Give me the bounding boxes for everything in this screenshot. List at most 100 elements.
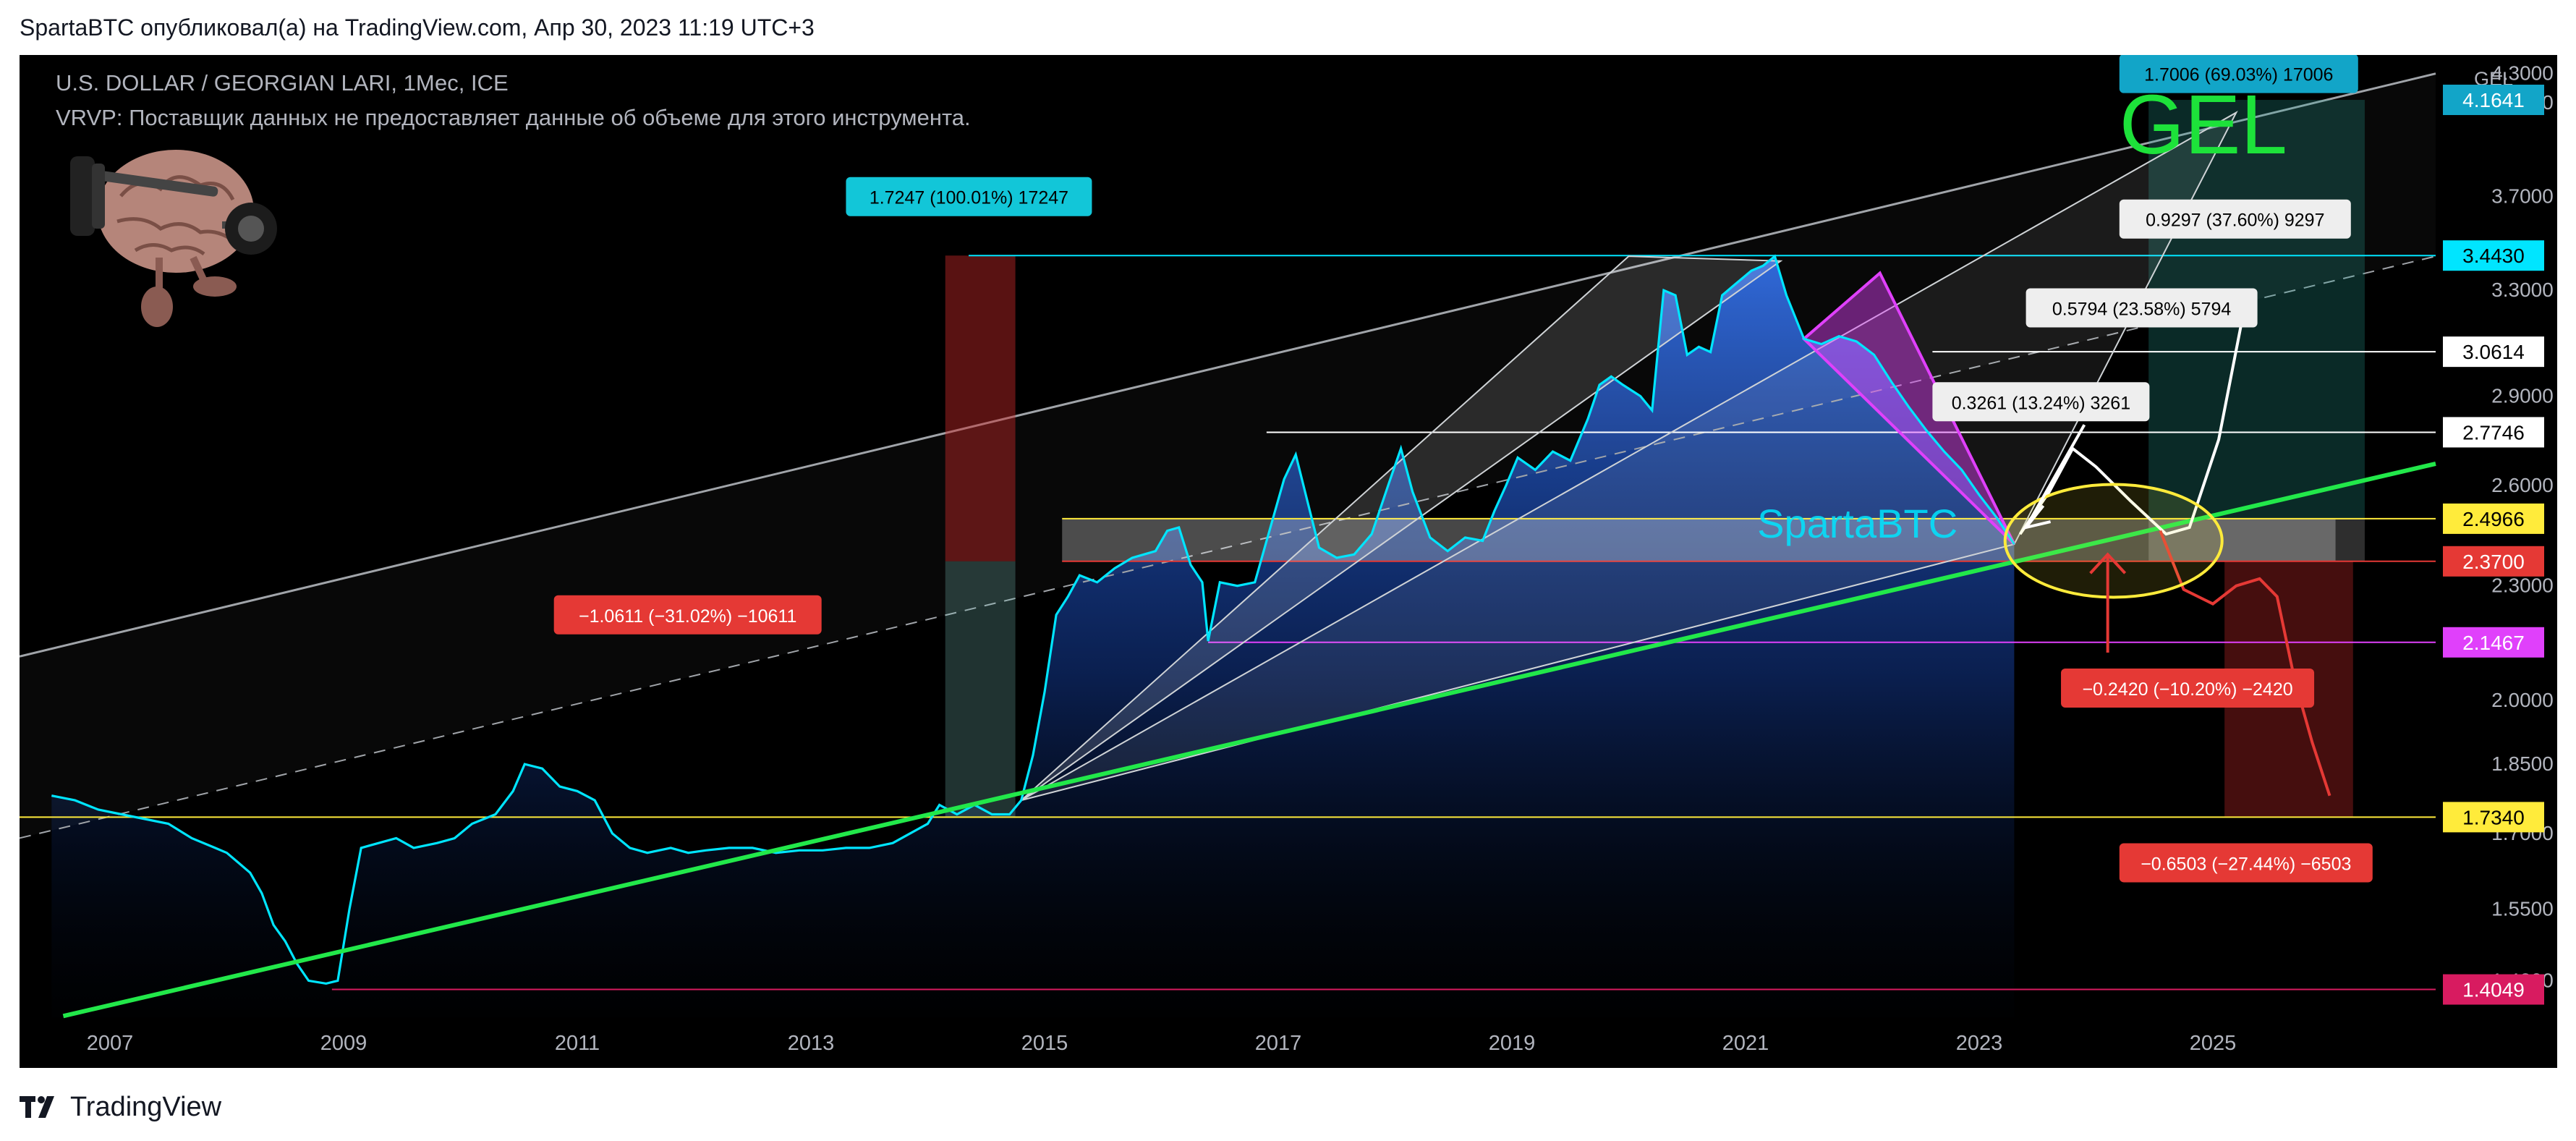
- measure-label[interactable]: −0.2420 (−10.20%) −2420: [2061, 669, 2315, 708]
- measure-label-box: [553, 595, 822, 635]
- price-tag: 2.4966: [2443, 503, 2544, 534]
- time-axis-area: [20, 1017, 2557, 1068]
- price-tag-text: 2.7746: [2462, 421, 2525, 444]
- measure-label-text: 0.5794 (23.58%) 5794: [2052, 299, 2232, 319]
- price-chart[interactable]: SpartaBTC GEL 1.7247 (100.01%) 17247 −1.061…: [20, 55, 2557, 1068]
- price-tag-text: 1.4049: [2462, 979, 2525, 1001]
- projection-path-up: [2018, 289, 2250, 536]
- price-tag-text: 1.7340: [2462, 806, 2525, 828]
- measure-label[interactable]: 1.7006 (69.03%) 17006: [2119, 55, 2358, 93]
- y-tick-label: 1.8500: [2491, 752, 2554, 775]
- brain-dumbbell-image: [70, 150, 277, 327]
- price-tag-text: 3.4430: [2462, 245, 2525, 267]
- x-tick-label: 2007: [87, 1032, 134, 1055]
- support-zone: [1062, 518, 2336, 561]
- short-position-box: [945, 255, 1016, 561]
- x-tick-label: 2011: [555, 1032, 600, 1055]
- gel-big-label: GEL: [2120, 77, 2287, 171]
- measure-label[interactable]: 1.7247 (100.01%) 17247: [846, 177, 1092, 216]
- price-tag-text: 4.1641: [2462, 89, 2525, 111]
- price-tag: 4.1641: [2443, 85, 2544, 116]
- price-tag-box: [2443, 85, 2544, 116]
- price-tag-box: [2443, 546, 2544, 577]
- chart-panel[interactable]: SpartaBTC GEL 1.7247 (100.01%) 17247 −1.061…: [20, 55, 2557, 1068]
- channel-mid-line: [20, 255, 2436, 839]
- price-tag-box: [2443, 336, 2544, 368]
- measure-label-box: [2119, 843, 2373, 883]
- measure-label-box: [2025, 288, 2258, 328]
- price-tag-box: [2443, 240, 2544, 271]
- measure-label-box: [846, 177, 1092, 216]
- y-tick-label: 4.3000: [2491, 62, 2554, 85]
- x-tick-label: 2017: [1255, 1032, 1302, 1055]
- y-tick-label: 3.3000: [2491, 279, 2554, 301]
- tradingview-logo[interactable]: TradingView: [20, 1092, 221, 1123]
- x-tick-label: 2015: [1021, 1032, 1068, 1055]
- publish-bar: SpartaBTC опубликовал(а) на TradingView.…: [0, 0, 2576, 55]
- x-tick-label: 2019: [1489, 1032, 1536, 1055]
- arrow-red-head: [2089, 552, 2127, 574]
- fan-triangle-1: [1021, 255, 1783, 801]
- measure-label-box: [2119, 55, 2358, 93]
- tradingview-wordmark: TradingView: [70, 1091, 222, 1122]
- y-tick-label: 2.0000: [2491, 689, 2554, 711]
- price-tag-box: [2443, 417, 2544, 448]
- measure-label-box: [2061, 669, 2315, 708]
- trend-support-line: [62, 462, 2436, 1019]
- highlight-ellipse: [2003, 483, 2224, 599]
- price-tag-box: [2443, 503, 2544, 534]
- fan-triangle-2: [1021, 111, 2238, 802]
- measure-label-text: −0.2420 (−10.20%) −2420: [2082, 679, 2292, 700]
- y-tick-label: 1.5500: [2491, 897, 2554, 920]
- measure-label[interactable]: 0.9297 (37.60%) 9297: [2119, 199, 2351, 239]
- price-tag-text: 3.0614: [2462, 341, 2525, 363]
- publish-line: SpartaBTC опубликовал(а) на TradingView.…: [20, 14, 815, 41]
- measure-label-text: 1.7247 (100.01%) 17247: [870, 188, 1068, 208]
- x-tick-label: 2021: [1722, 1032, 1769, 1055]
- arrow-white-head: [2022, 504, 2052, 530]
- price-tag: 1.7340: [2443, 802, 2544, 833]
- vrvp-legend: VRVP: Поставщик данных не предоставляет …: [56, 105, 971, 130]
- measure-label[interactable]: 0.3261 (13.24%) 3261: [1932, 382, 2150, 422]
- measure-label-text: −1.0611 (−31.02%) −10611: [579, 606, 796, 627]
- measure-label-text: −0.6503 (−27.44%) −6503: [2141, 854, 2351, 874]
- y-tick-label: 3.7000: [2491, 185, 2554, 208]
- price-area-fill: [51, 256, 2015, 1018]
- stop-zone-box: [945, 561, 1016, 818]
- price-tag: 1.4049: [2443, 974, 2544, 1005]
- x-tick-label: 2025: [2190, 1032, 2237, 1055]
- y-tick-label: 2.3000: [2491, 574, 2554, 597]
- price-tag-box: [2443, 802, 2544, 833]
- arrow-white: [2024, 424, 2086, 529]
- price-tag: 3.4430: [2443, 240, 2544, 271]
- y-tick-label: 2.9000: [2491, 384, 2554, 407]
- price-tag-box: [2443, 974, 2544, 1005]
- price-tag-text: 2.3700: [2462, 551, 2525, 573]
- price-tag: 2.7746: [2443, 417, 2544, 448]
- measure-label-text: 0.9297 (37.60%) 9297: [2146, 211, 2324, 231]
- tradingview-logo-icon: [20, 1096, 54, 1118]
- footer-brand: TradingView: [20, 1085, 221, 1129]
- measure-label-text: 1.7006 (69.03%) 17006: [2144, 65, 2333, 85]
- measure-label-box: [1932, 382, 2150, 422]
- long-entry-box: [2148, 518, 2365, 561]
- measure-label-box: [2119, 199, 2351, 239]
- channel-upper-line: [20, 72, 2436, 658]
- price-line: [51, 254, 2015, 985]
- price-tag-text: 2.1467: [2462, 632, 2525, 654]
- price-tag-text: 2.4966: [2462, 508, 2525, 530]
- x-tick-label: 2013: [788, 1032, 835, 1055]
- x-tick-label: 2009: [320, 1032, 367, 1055]
- measure-label[interactable]: 0.5794 (23.58%) 5794: [2025, 288, 2258, 328]
- measure-label[interactable]: −0.6503 (−27.44%) −6503: [2119, 843, 2373, 883]
- price-tag: 2.1467: [2443, 627, 2544, 658]
- price-tag: 3.0614: [2443, 336, 2544, 368]
- price-tag-box: [2443, 627, 2544, 658]
- x-tick-label: 2023: [1956, 1032, 2003, 1055]
- symbol-legend: U.S. DOLLAR / GEORGIAN LARI, 1Мес, ICE: [56, 70, 509, 96]
- y-tick-label: 2.6000: [2491, 474, 2554, 496]
- measure-label[interactable]: −1.0611 (−31.02%) −10611: [553, 595, 822, 635]
- watermark-text: SpartaBTC: [1757, 501, 1957, 546]
- projection-path-down: [2159, 530, 2331, 797]
- price-tag: 2.3700: [2443, 546, 2544, 577]
